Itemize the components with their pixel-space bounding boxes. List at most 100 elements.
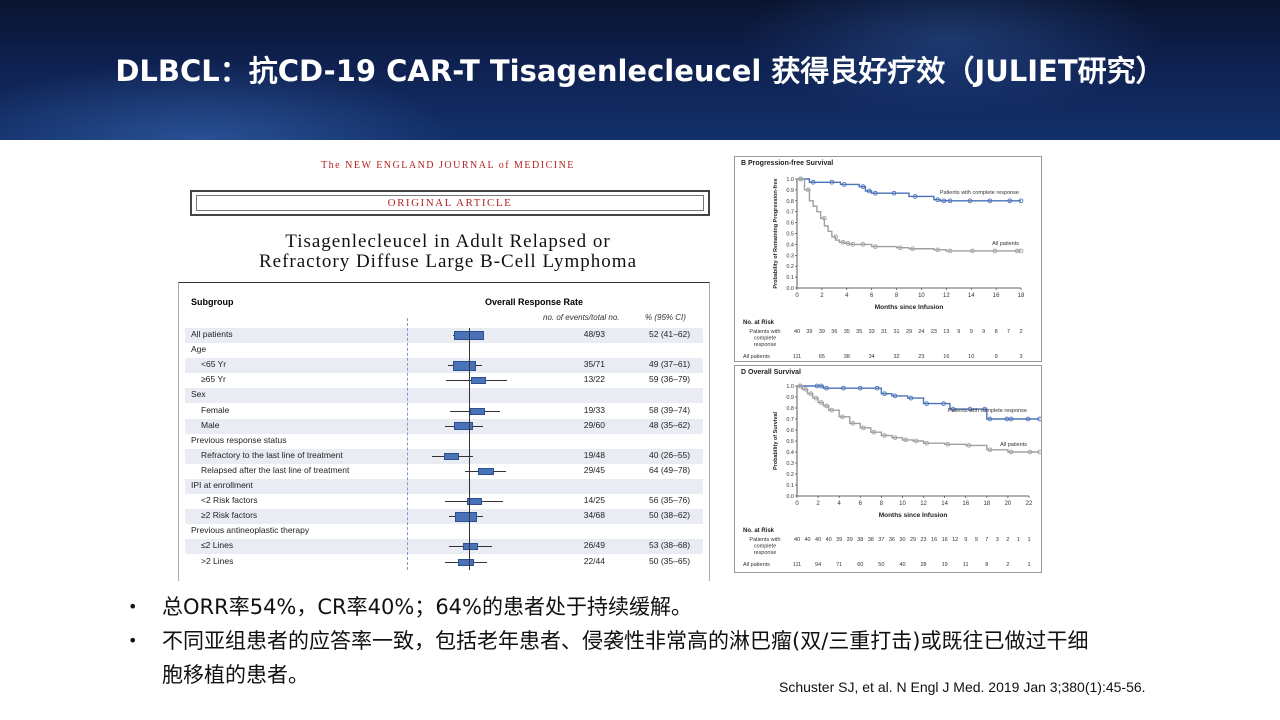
km-risk-value: 2 [1006, 562, 1009, 568]
km-y-tick-label: 0.4 [786, 450, 794, 456]
forest-row-pct: 52 (41–62) [649, 329, 691, 339]
km-censor-mark [840, 239, 846, 245]
km-censor-mark [861, 425, 866, 431]
km-risk-value: 3 [1019, 354, 1022, 360]
km-censor-mark [903, 437, 908, 443]
km-y-tick-label: 0.5 [786, 232, 794, 238]
forest-col-subgroup: Subgroup [191, 297, 234, 307]
km-risk-value: 39 [836, 537, 842, 543]
forest-row-pct: 59 (36–79) [649, 374, 691, 385]
bullet-dot-icon: • [128, 597, 138, 616]
km-censor-mark [839, 414, 845, 420]
forest-row-label: Previous response status [191, 434, 287, 445]
km-y-label: Probability of Remaining Progression-fre… [773, 178, 779, 288]
km-series-label: All patients [1000, 442, 1027, 448]
article-title-line: Refractory Diffuse Large B-Cell Lymphoma [258, 251, 638, 272]
forest-row: <65 Yr 35/71 49 (37–61) [185, 358, 703, 374]
km-y-tick-label: 1.0 [786, 384, 794, 390]
km-risk-value: 38 [844, 354, 850, 360]
km-censor-mark [813, 395, 819, 401]
forest-row: ≥65 Yr 13/22 59 (36–79) [185, 373, 703, 388]
km-risk-value: 111 [793, 354, 801, 360]
forest-row-events: 26/49 [583, 540, 605, 551]
forest-estimate-box [462, 543, 478, 551]
km-censor-mark [1008, 449, 1014, 455]
forest-col-pct: % (95% CI) [645, 313, 686, 322]
km-risk-value: 37 [878, 537, 884, 543]
km-risk-value: 16 [943, 354, 949, 360]
km-risk-value: 38 [857, 537, 863, 543]
km-risk-value: 29 [910, 537, 916, 543]
km-risk-value: 39 [806, 329, 812, 335]
km-censor-mark [987, 416, 993, 422]
forest-overall-line [468, 328, 470, 570]
km-risk-value: 35 [844, 329, 850, 335]
km-risk-value: 28 [920, 562, 926, 568]
bullet-text: 总ORR率54%，CR率40%；64%的患者处于持续缓解。 [162, 595, 692, 619]
km-risk-row-label: response [754, 342, 777, 348]
km-title: D Overall Survival [741, 369, 801, 376]
km-risk-row-label: complete [754, 544, 776, 550]
km-risk-value: 39 [847, 537, 853, 543]
km-censor-mark [913, 438, 919, 444]
km-risk-value: 31 [893, 329, 899, 335]
km-risk-value: 40 [826, 537, 832, 543]
km-chart-pfs: 0.00.10.20.30.40.50.60.70.80.91.00 2 4 6 8 10… [743, 176, 1025, 360]
km-risk-value: 23 [918, 354, 924, 360]
km-censor-mark [935, 247, 940, 253]
km-censor-mark [910, 246, 916, 252]
forest-row-pct: 64 (49–78) [649, 464, 691, 475]
forest-row: Sex [185, 388, 703, 404]
forest-plot: Subgroup Overall Response Rate no. of ev… [178, 282, 710, 581]
km-risk-value: 36 [831, 329, 837, 335]
km-risk-value: 111 [793, 562, 801, 568]
km-y-tick-label: 0.3 [786, 461, 794, 467]
km-y-tick-label: 0.7 [786, 210, 794, 216]
km-y-tick-label: 0.0 [786, 494, 794, 500]
km-risk-value: 60 [857, 562, 863, 568]
km-x-tick-label: 12 [920, 501, 927, 507]
forest-row-events: 19/33 [583, 404, 605, 415]
km-x-label: Months since Infusion [875, 304, 944, 311]
km-y-tick-label: 0.9 [786, 188, 794, 194]
forest-row: Previous response status [185, 434, 703, 449]
forest-row-pct: 50 (38–62) [649, 510, 691, 521]
km-censor-mark [882, 391, 887, 397]
forest-row: ≥2 Risk factors 34/68 50 (38–62) [185, 509, 703, 525]
km-risk-value: 9 [957, 329, 960, 335]
km-x-tick-label: 0 [795, 293, 799, 299]
forest-row-label: ≥65 Yr [201, 374, 226, 385]
km-risk-value: 50 [878, 562, 884, 568]
km-censor-mark [950, 406, 956, 412]
km-risk-value: 71 [836, 562, 842, 568]
km-series-line [797, 178, 1021, 252]
km-risk-value: 34 [869, 354, 875, 360]
km-censor-mark [1018, 248, 1024, 254]
km-risk-value: 2 [1019, 329, 1022, 335]
km-x-tick-label: 4 [845, 293, 849, 299]
km-x-tick-label: 6 [870, 293, 874, 299]
forest-row-events: 48/93 [583, 329, 605, 339]
km-censor-mark [810, 179, 816, 185]
km-censor-mark [892, 393, 898, 399]
km-risk-value: 16 [931, 537, 937, 543]
km-risk-value: 94 [815, 562, 821, 568]
km-risk-value: 23 [931, 329, 937, 335]
km-risk-value: 24 [918, 329, 924, 335]
forest-estimate-box [469, 407, 486, 415]
banner-glow [0, 60, 460, 140]
km-x-tick-label: 8 [895, 293, 899, 299]
forest-estimate-box [444, 452, 460, 460]
km-series-label: Patients with complete response [948, 408, 1027, 414]
forest-row-label: ≤2 Lines [201, 540, 234, 551]
km-censor-mark [987, 447, 993, 453]
forest-row-events: 19/48 [583, 449, 605, 460]
bullet-text: 不同亚组患者的应答率一致，包括老年患者、侵袭性非常高的淋巴瘤(双/三重打击)或既… [162, 629, 1089, 687]
km-risk-value: 33 [869, 329, 875, 335]
km-censor-mark [873, 190, 878, 196]
forest-estimate-box [453, 360, 476, 371]
paper-excerpt: The NEW ENGLAND JOURNAL of MEDICINE ORIG… [178, 148, 718, 581]
km-censor-mark [873, 244, 878, 249]
km-y-tick-label: 0.2 [786, 472, 794, 478]
km-risk-value: 1 [1027, 537, 1030, 543]
